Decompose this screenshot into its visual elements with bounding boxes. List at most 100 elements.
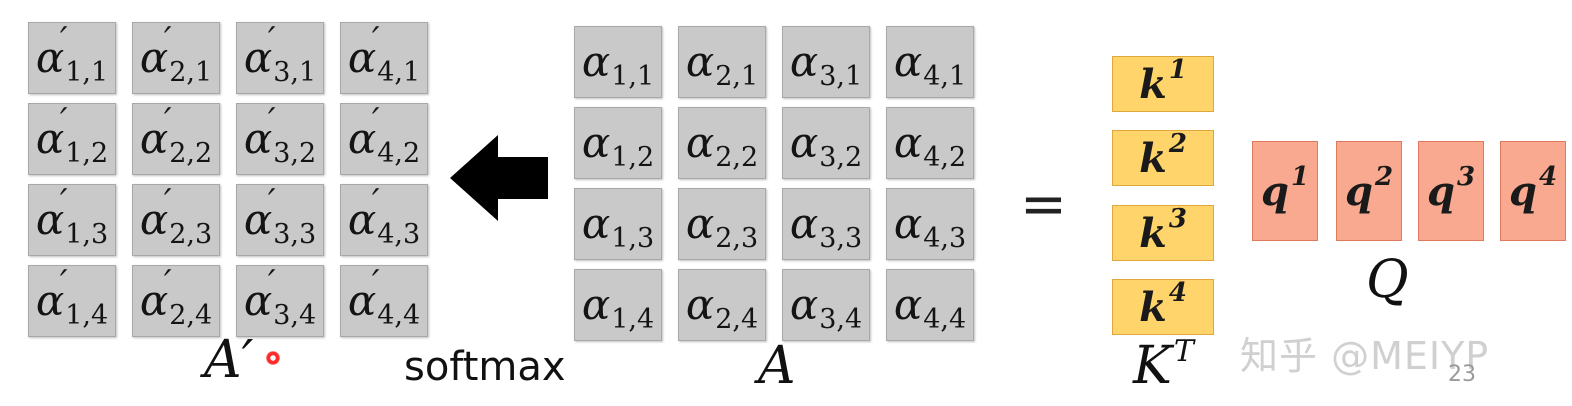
alpha-prime-cell-3-2: α ′ 3,2 [236, 103, 324, 175]
alpha-subscript: 4,2 [923, 141, 967, 173]
softmax-label: softmax [404, 344, 566, 390]
prime-mark: ′ [163, 182, 172, 222]
left-arrow-icon [450, 135, 548, 221]
alpha-symbol: α [893, 280, 923, 329]
alpha-symbol: α [581, 280, 611, 329]
alpha-cell-1-4: α 1,4 [574, 269, 662, 341]
alpha-subscript: 2,1 [169, 56, 213, 88]
alpha-symbol: α [685, 280, 715, 329]
alpha-subscript: 3,2 [273, 137, 317, 169]
q-label: Q [1366, 250, 1409, 310]
q-superscript: 4 [1538, 162, 1558, 192]
equals-sign: = [1020, 172, 1067, 237]
k-transpose-label: KT [1133, 334, 1194, 396]
alpha-cell-4-3: α 4,3 [886, 188, 974, 260]
alpha-subscript: 1,3 [611, 222, 655, 254]
alpha-symbol: α ′ [243, 263, 276, 325]
alpha-symbol: α [789, 118, 819, 167]
alpha-prime-cell-2-4: α ′ 2,4 [132, 265, 220, 337]
alpha-subscript: 1,1 [65, 56, 109, 88]
prime-mark: ′ [163, 263, 172, 303]
q-superscript: 2 [1374, 162, 1394, 192]
alpha-symbol: α ′ [35, 182, 68, 244]
alpha-subscript: 1,4 [65, 299, 109, 331]
alpha-subscript: 4,3 [923, 222, 967, 254]
alpha-cell-2-4: α 2,4 [678, 269, 766, 341]
alpha-symbol: α ′ [243, 101, 276, 163]
alpha-prime-cell-1-1: α ′ 1,1 [28, 22, 116, 94]
alpha-subscript: 4,4 [923, 303, 967, 335]
prime-mark: ′ [59, 182, 68, 222]
alpha-symbol: α ′ [243, 182, 276, 244]
alpha-symbol: α [789, 37, 819, 86]
k-superscript: 3 [1168, 204, 1187, 234]
alpha-symbol: α ′ [35, 101, 68, 163]
alpha-subscript: 1,4 [611, 303, 655, 335]
alpha-prime-cell-4-4: α ′ 4,4 [340, 265, 428, 337]
alpha-cell-3-4: α 3,4 [782, 269, 870, 341]
k-base: k [1139, 134, 1167, 182]
alpha-subscript: 2,1 [715, 60, 759, 92]
alpha-subscript: 2,4 [715, 303, 759, 335]
matrix-a: α 1,1 α 2,1 α 3,1 α 4,1 α 1,2 α 2,2 α 3,2 α 4,2 α 1,3 α 2,3… [574, 26, 974, 341]
alpha-subscript: 3,3 [819, 222, 863, 254]
alpha-subscript: 1,2 [65, 137, 109, 169]
prime-mark: ′ [371, 101, 380, 141]
alpha-prime-cell-3-4: α ′ 3,4 [236, 265, 324, 337]
alpha-cell-3-3: α 3,3 [782, 188, 870, 260]
alpha-symbol: α [581, 118, 611, 167]
alpha-subscript: 2,2 [715, 141, 759, 173]
alpha-symbol: α ′ [139, 101, 172, 163]
q-base: q [1508, 167, 1537, 215]
alpha-cell-4-4: α 4,4 [886, 269, 974, 341]
alpha-cell-2-1: α 2,1 [678, 26, 766, 98]
q-base: q [1426, 167, 1455, 215]
alpha-prime-cell-1-4: α ′ 1,4 [28, 265, 116, 337]
alpha-symbol: α ′ [347, 101, 380, 163]
k-superscript: 2 [1168, 129, 1187, 159]
prime-mark: ′ [267, 101, 276, 141]
alpha-symbol: α ′ [347, 182, 380, 244]
alpha-subscript: 3,3 [273, 218, 317, 250]
prime-mark: ′ [267, 182, 276, 222]
alpha-symbol: α [789, 199, 819, 248]
q-base: q [1344, 167, 1373, 215]
alpha-cell-1-1: α 1,1 [574, 26, 662, 98]
alpha-subscript: 3,1 [819, 60, 863, 92]
alpha-symbol: α ′ [139, 263, 172, 325]
pointer-dot [266, 351, 280, 365]
alpha-subscript: 1,3 [65, 218, 109, 250]
alpha-cell-4-2: α 4,2 [886, 107, 974, 179]
alpha-prime-cell-1-2: α ′ 1,2 [28, 103, 116, 175]
alpha-symbol: α [685, 118, 715, 167]
alpha-subscript: 3,2 [819, 141, 863, 173]
alpha-subscript: 4,4 [377, 299, 421, 331]
alpha-symbol: α [789, 280, 819, 329]
k-base: k [1139, 60, 1167, 108]
alpha-symbol: α [581, 199, 611, 248]
alpha-subscript: 3,1 [273, 56, 317, 88]
q-superscript: 1 [1290, 162, 1310, 192]
k-base: k [1139, 209, 1167, 257]
alpha-prime-cell-4-2: α ′ 4,2 [340, 103, 428, 175]
alpha-prime-cell-3-1: α ′ 3,1 [236, 22, 324, 94]
alpha-subscript: 4,3 [377, 218, 421, 250]
alpha-symbol: α [685, 199, 715, 248]
alpha-symbol: α ′ [347, 20, 380, 82]
alpha-subscript: 3,4 [819, 303, 863, 335]
alpha-prime-cell-2-3: α ′ 2,3 [132, 184, 220, 256]
alpha-cell-1-2: α 1,2 [574, 107, 662, 179]
alpha-prime-cell-4-1: α ′ 4,1 [340, 22, 428, 94]
alpha-cell-2-3: α 2,3 [678, 188, 766, 260]
alpha-prime-cell-1-3: α ′ 1,3 [28, 184, 116, 256]
alpha-subscript: 1,1 [611, 60, 655, 92]
alpha-prime-cell-4-3: α ′ 4,3 [340, 184, 428, 256]
alpha-subscript: 1,2 [611, 141, 655, 173]
alpha-cell-4-1: α 4,1 [886, 26, 974, 98]
